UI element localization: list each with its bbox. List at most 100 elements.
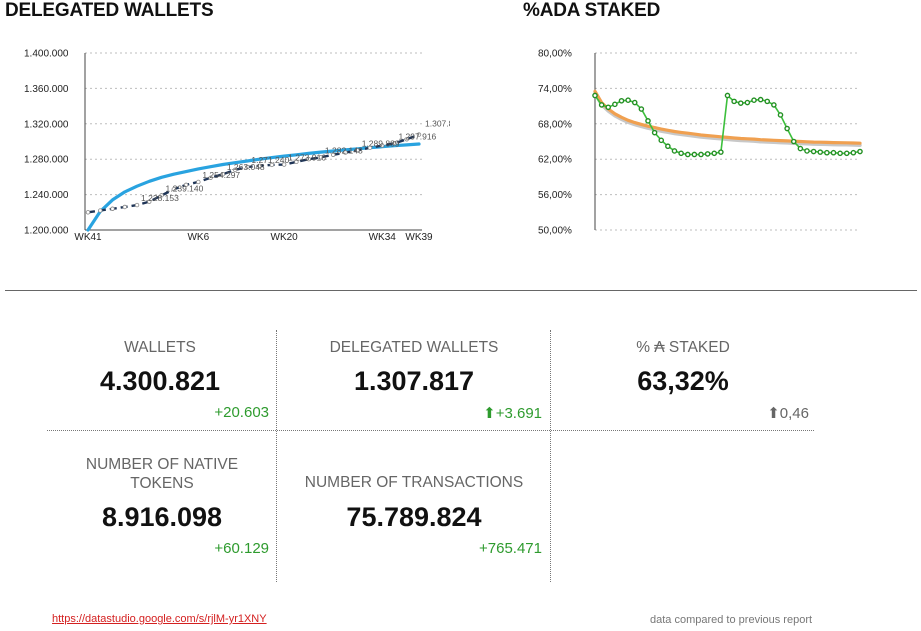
data-label: 1.297.916 xyxy=(398,131,436,141)
data-point xyxy=(343,150,348,155)
data-point xyxy=(691,151,698,158)
data-point xyxy=(318,155,324,160)
data-point xyxy=(110,206,115,211)
data-point xyxy=(631,99,638,106)
data-label: 1.254.297 xyxy=(202,170,240,180)
ada-staked-delta: ⬆0,46 xyxy=(700,404,809,422)
data-point xyxy=(232,167,238,173)
transactions-delta: +765.471 xyxy=(479,540,542,557)
data-label: 1.263.048 xyxy=(227,162,265,172)
y-tick-label: 62,00% xyxy=(538,155,572,166)
data-point xyxy=(678,150,684,157)
delegated-wallets-delta-value: +3.691 xyxy=(495,405,542,422)
data-point xyxy=(837,150,843,157)
data-label: 1.228.153 xyxy=(141,193,179,203)
data-point xyxy=(605,104,612,111)
data-label: 1.289.889 xyxy=(362,138,400,148)
data-point xyxy=(764,98,771,105)
data-label: 1.282.148 xyxy=(325,145,363,155)
trendline-series xyxy=(593,89,862,145)
data-point xyxy=(618,97,625,104)
ada-staked-chart-title: %ADA STAKED xyxy=(523,0,661,21)
data-point xyxy=(737,100,744,106)
data-point xyxy=(625,97,631,103)
data-point xyxy=(797,145,804,152)
data-point xyxy=(367,145,373,150)
data-point xyxy=(122,204,127,210)
y-tick-label: 1.360.000 xyxy=(24,84,69,95)
data-point xyxy=(850,149,857,156)
data-point xyxy=(684,151,691,158)
data-point xyxy=(824,149,830,156)
trendline-shadow xyxy=(593,91,862,147)
data-label: 1.307.817 xyxy=(425,119,450,129)
data-point xyxy=(392,141,397,146)
y-tick-label: 50,00% xyxy=(538,226,572,237)
data-point xyxy=(744,99,751,106)
data-point xyxy=(645,118,651,124)
grid-separator-vertical-1 xyxy=(276,330,277,582)
ada-staked-label: % ₳ STAKED xyxy=(636,339,730,356)
data-point xyxy=(830,149,837,156)
arrow-up-icon: ⬆ xyxy=(483,405,496,422)
data-point xyxy=(134,202,140,208)
wallets-delta: +20.603 xyxy=(214,404,269,421)
data-label: 1.271.240 xyxy=(251,155,289,165)
x-tick-label: WK39 xyxy=(405,232,433,243)
x-tick-label: WK20 xyxy=(271,232,299,243)
data-point xyxy=(404,137,409,142)
y-tick-label: 1.400.000 xyxy=(24,49,69,60)
delegated-wallets-value: 1.307.817 xyxy=(353,366,475,396)
y-tick-label: 56,00% xyxy=(538,190,572,201)
data-point xyxy=(159,193,164,198)
data-point xyxy=(85,210,91,215)
ada-staked-chart: 50,00% 56,00% 62,00% 68,00% 74,00% 80,00% xyxy=(538,49,863,237)
data-point xyxy=(784,125,790,132)
data-point xyxy=(257,163,262,169)
data-point xyxy=(731,98,737,105)
data-point xyxy=(790,138,797,145)
data-point xyxy=(751,97,757,103)
y-tick-label: 80,00% xyxy=(538,49,572,60)
data-label: 1.273.916 xyxy=(288,153,326,163)
datastudio-report-link[interactable]: https://datastudio.google.com/s/rjlM-yr1… xyxy=(52,613,267,625)
ada-staked-value: 63,32% xyxy=(637,366,729,396)
comparison-note: data compared to previous report xyxy=(650,614,813,626)
delegated-wallets-chart-title: DELEGATED WALLETS xyxy=(5,0,214,21)
data-point xyxy=(711,150,718,157)
transactions-label: NUMBER OF TRANSACTIONS xyxy=(304,474,524,491)
arrow-up-icon: ⬆ xyxy=(767,405,780,422)
data-point xyxy=(294,159,299,165)
data-point xyxy=(171,187,177,192)
data-point xyxy=(281,162,287,167)
data-point xyxy=(757,96,764,103)
data-point xyxy=(592,92,598,99)
data-point xyxy=(98,208,103,213)
data-point xyxy=(220,172,226,177)
y-tick-label: 74,00% xyxy=(538,84,572,95)
data-point xyxy=(771,102,777,108)
delegated-wallets-delta: ⬆+3.691 xyxy=(400,404,542,422)
y-tick-label: 1.200.000 xyxy=(24,226,69,237)
data-point xyxy=(777,112,784,118)
y-tick-label: 1.320.000 xyxy=(24,119,69,130)
data-point xyxy=(269,162,275,168)
delegated-wallets-series xyxy=(87,133,420,214)
section-divider xyxy=(5,290,917,291)
native-tokens-value: 8.916.098 xyxy=(101,502,223,532)
data-point xyxy=(843,150,850,157)
data-point xyxy=(810,148,817,155)
delegated-wallets-chart: 1.200.000 1.240.000 1.280.000 1.320.000 1.36… xyxy=(24,49,450,244)
data-point xyxy=(698,151,704,158)
data-point xyxy=(183,182,189,188)
y-tick-label: 1.280.000 xyxy=(24,155,69,166)
data-label: 1.239.140 xyxy=(166,183,204,193)
data-point xyxy=(598,102,605,108)
data-point xyxy=(196,179,201,185)
data-point xyxy=(306,156,311,162)
x-tick-label: WK34 xyxy=(369,232,397,243)
trendline-series xyxy=(86,142,421,232)
data-point xyxy=(658,137,665,144)
data-point xyxy=(718,149,724,155)
data-point xyxy=(704,151,711,157)
